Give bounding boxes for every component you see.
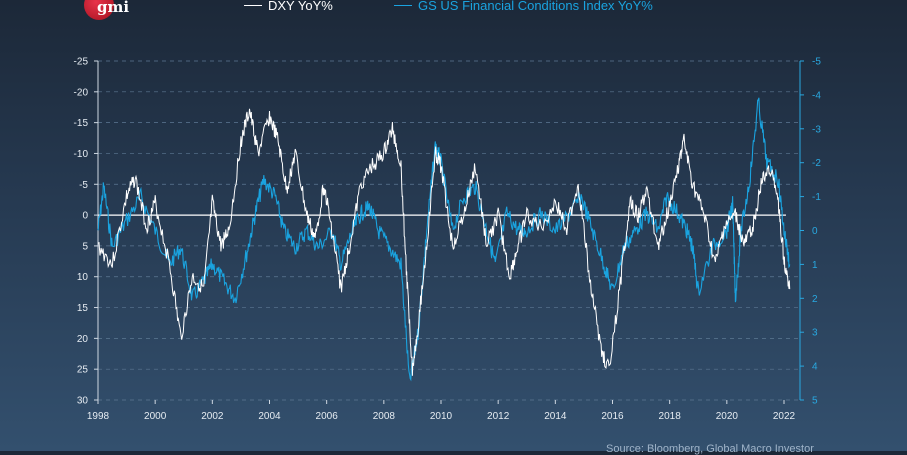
x-tick-label: 2014 <box>544 411 567 422</box>
left-tick-label: 0 <box>82 211 88 222</box>
legend-swatch-dxy <box>244 4 262 7</box>
x-tick-label: 2016 <box>601 411 624 422</box>
x-tick-label: 2008 <box>373 411 396 422</box>
x-tick-label: 2020 <box>716 411 739 422</box>
legend-label-dxy: DXY YoY% <box>268 0 333 13</box>
right-tick-label: 2 <box>812 294 818 305</box>
left-tick-label: 5 <box>82 241 88 252</box>
left-tick-label: 15 <box>77 303 89 314</box>
gmi-logo <box>84 0 114 20</box>
x-tick-label: 2000 <box>144 411 167 422</box>
right-tick-label: -3 <box>812 124 821 135</box>
left-tick-label: 25 <box>77 365 89 376</box>
legend-item-fci: GS US Financial Conditions Index YoY% <box>394 0 653 13</box>
right-tick-label: -1 <box>812 192 821 203</box>
source-note: Source: Bloomberg, Global Macro Investor <box>606 443 814 455</box>
left-tick-label: 10 <box>77 272 89 283</box>
left-tick-label: -5 <box>79 180 88 191</box>
x-tick-label: 2004 <box>258 411 281 422</box>
x-tick-label: 2002 <box>201 411 224 422</box>
right-tick-label: -5 <box>812 57 821 68</box>
x-tick-label: 2006 <box>316 411 339 422</box>
left-tick-label: 20 <box>77 334 89 345</box>
left-tick-label: -10 <box>74 149 89 160</box>
x-tick-label: 1998 <box>87 411 110 422</box>
left-tick-label: -25 <box>74 57 89 68</box>
left-tick-label: 30 <box>77 396 89 407</box>
series-line-dxy <box>97 108 791 376</box>
legend-item-dxy: DXY YoY% <box>244 0 333 13</box>
x-tick-label: 2022 <box>773 411 796 422</box>
left-tick-label: -20 <box>74 87 89 98</box>
right-tick-label: -2 <box>812 158 821 169</box>
right-tick-label: 4 <box>812 362 818 373</box>
right-tick-label: 1 <box>812 260 818 271</box>
right-tick-label: -4 <box>812 90 821 101</box>
right-tick-label: 5 <box>812 396 818 407</box>
legend-swatch-fci <box>394 4 412 7</box>
x-tick-label: 2018 <box>659 411 682 422</box>
series-line-fci <box>97 97 791 382</box>
left-tick-label: -15 <box>74 118 89 129</box>
logo-text: gmi <box>97 0 130 16</box>
right-tick-label: 3 <box>812 328 818 339</box>
right-tick-label: 0 <box>812 226 818 237</box>
x-tick-label: 2012 <box>487 411 510 422</box>
x-tick-label: 2010 <box>430 411 453 422</box>
legend-label-fci: GS US Financial Conditions Index YoY% <box>418 0 653 13</box>
